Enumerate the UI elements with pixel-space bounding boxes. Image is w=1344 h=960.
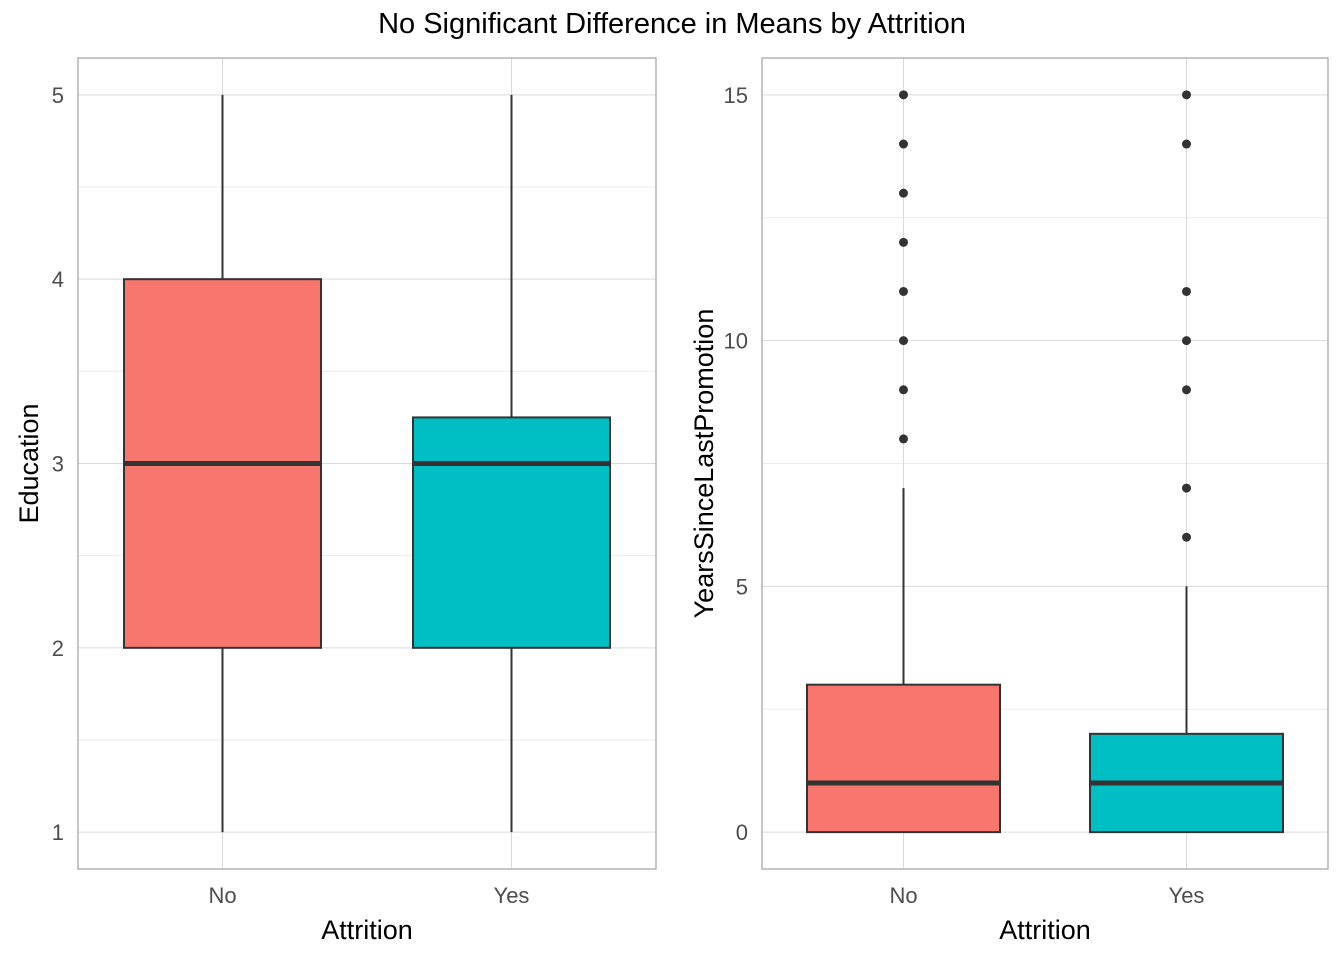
- outlier-point: [1182, 483, 1191, 493]
- x-tick-label: No: [208, 883, 236, 908]
- outlier-point: [899, 336, 908, 346]
- outlier-point: [899, 237, 908, 247]
- outlier-point: [899, 139, 908, 149]
- y-axis-title: Education: [14, 403, 44, 523]
- y-tick-label: 4: [52, 267, 64, 292]
- outlier-point: [1182, 385, 1191, 395]
- box-yes: [412, 416, 611, 649]
- x-axis-title: Attrition: [321, 915, 413, 945]
- chart-title: No Significant Difference in Means by At…: [378, 8, 966, 40]
- outlier-point: [899, 385, 908, 395]
- y-tick-label: 15: [724, 83, 748, 108]
- outlier-point: [1182, 336, 1191, 346]
- education-boxplot-panel: 1 2 3 4 5 No Yes Attrition Education: [14, 57, 657, 945]
- box-no: [806, 683, 1001, 834]
- panel-border: [77, 57, 657, 870]
- years-since-promotion-boxplot-panel: 0 5 10 15 No Yes Attrition YearsSinceLastPromot…: [689, 57, 1329, 945]
- y-tick-label: 0: [736, 820, 748, 845]
- outlier-point: [1182, 90, 1191, 100]
- outlier-point: [899, 434, 908, 444]
- x-tick-label: Yes: [1169, 883, 1205, 908]
- y-tick-label: 5: [736, 574, 748, 599]
- x-axis-title: Attrition: [999, 915, 1091, 945]
- outlier-point: [1182, 139, 1191, 149]
- y-tick-label: 10: [724, 329, 748, 354]
- outlier-point: [1182, 286, 1191, 296]
- outlier-point: [899, 286, 908, 296]
- y-tick-label: 3: [52, 452, 64, 477]
- y-tick-label: 2: [52, 636, 64, 661]
- x-tick-label: Yes: [494, 883, 530, 908]
- y-tick-label: 5: [52, 83, 64, 108]
- y-axis-title: YearsSinceLastPromotion: [689, 309, 719, 619]
- outlier-point: [899, 188, 908, 198]
- y-tick-label: 1: [52, 820, 64, 845]
- outlier-point: [899, 90, 908, 100]
- outlier-point: [1182, 532, 1191, 542]
- panel-border: [761, 57, 1329, 870]
- x-tick-label: No: [889, 883, 917, 908]
